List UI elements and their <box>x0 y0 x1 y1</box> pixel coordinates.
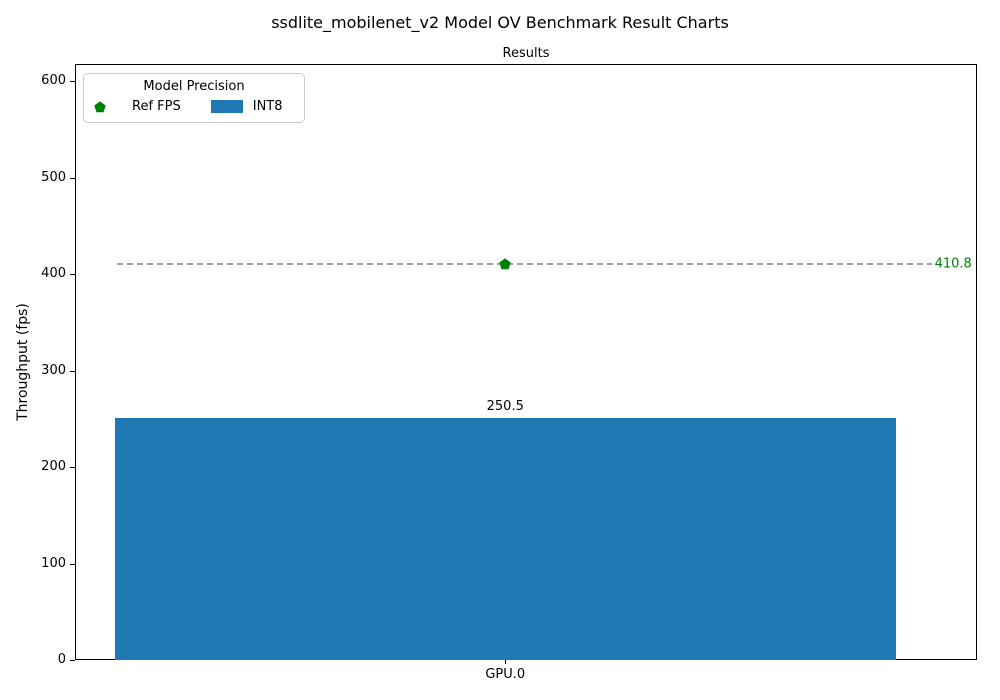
legend-title: Model Precision <box>143 79 245 94</box>
legend-entries-row: Ref FPS INT8 <box>84 94 304 114</box>
figure-title: ssdlite_mobilenet_v2 Model OV Benchmark … <box>271 13 729 32</box>
y-tick-label: 400 <box>41 266 66 282</box>
y-tick-mark <box>70 660 75 661</box>
ref-fps-line <box>117 262 932 265</box>
ref-value-label: 410.8 <box>934 256 972 272</box>
x-tick-mark <box>505 660 507 664</box>
legend: Model Precision Ref FPS INT8 <box>83 73 305 123</box>
y-tick-mark <box>70 467 75 469</box>
ref-fps-pentagon-icon <box>499 258 511 270</box>
y-tick-mark <box>70 370 75 372</box>
y-tick-label: 200 <box>41 459 66 475</box>
y-tick-label: 100 <box>41 555 66 571</box>
y-tick-mark <box>70 563 75 565</box>
y-tick-label: 500 <box>41 169 66 185</box>
y-tick-mark <box>70 177 75 179</box>
bar-value-label: 250.5 <box>486 399 524 415</box>
y-tick-mark <box>70 81 75 83</box>
bar-int8 <box>114 418 896 660</box>
legend-label-ref-fps: Ref FPS <box>132 99 181 114</box>
y-tick-label: 0 <box>57 652 66 667</box>
legend-int8-swatch <box>210 100 243 113</box>
x-tick-label: GPU.0 <box>485 667 526 682</box>
axes-title: Results <box>502 46 550 61</box>
legend-ref-fps-pentagon-icon <box>94 100 106 112</box>
y-tick-label: 300 <box>41 362 66 378</box>
legend-label-int8: INT8 <box>252 99 283 114</box>
y-tick-mark <box>70 274 75 276</box>
y-tick-label: 600 <box>41 73 66 89</box>
